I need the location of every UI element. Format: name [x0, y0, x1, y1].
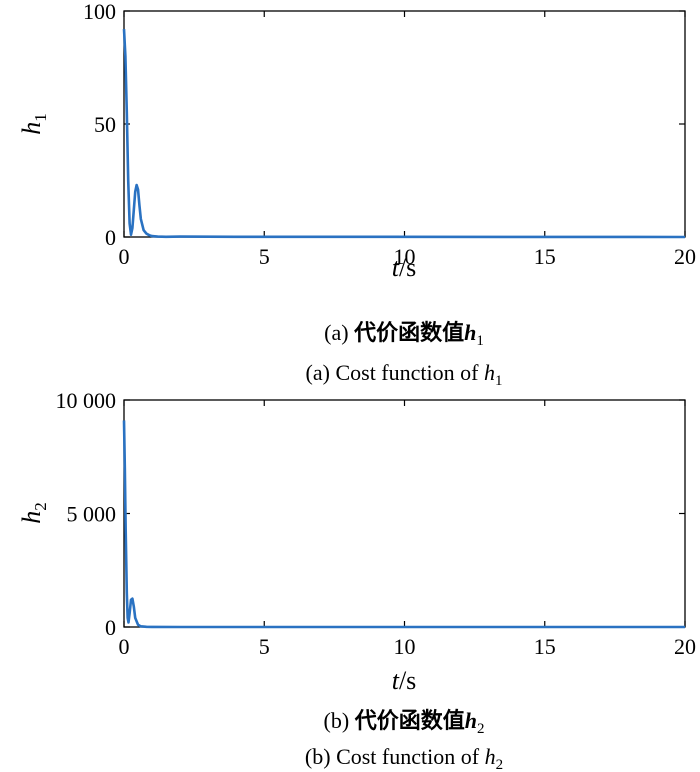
x-tick-label: 5: [259, 244, 270, 269]
caption-cn-prefix: (a): [324, 320, 354, 345]
y-ticks-b: 0 5 000 10 000: [56, 388, 685, 640]
caption-cn-prefix: (b): [324, 708, 355, 733]
plot-frame-a: [123, 10, 686, 238]
x-axis-unit: /s: [399, 253, 416, 282]
y-tick-label: 50: [94, 112, 116, 137]
x-tick-label: 20: [674, 634, 696, 659]
caption-cn-var: h: [465, 708, 477, 733]
caption-cn-sub: 1: [476, 333, 484, 349]
x-tick-label: 10: [394, 634, 416, 659]
y-axis-label-a: h1: [17, 113, 50, 135]
caption-en-var: h: [484, 360, 495, 385]
x-ticks-a: 0 5 10 15 20: [119, 11, 696, 269]
y-axis-sub: 2: [31, 502, 50, 511]
caption-en-a: (a) Cost function of h1: [306, 360, 503, 389]
y-tick-label: 5 000: [67, 502, 117, 527]
x-tick-label: 20: [674, 244, 696, 269]
x-tick-label: 15: [534, 634, 556, 659]
caption-en-main: (a) Cost function of: [306, 360, 484, 385]
x-axis-var: t: [392, 666, 400, 695]
y-tick-label: 100: [83, 0, 116, 24]
caption-cn-a: (a) 代价函数值h1: [324, 320, 484, 349]
y-tick-label: 10 000: [56, 388, 117, 413]
y-axis-var: h: [17, 511, 46, 524]
x-tick-label: 0: [119, 244, 130, 269]
x-tick-label: 10: [394, 244, 416, 269]
y-ticks-a: 0 50 100: [83, 0, 685, 250]
series-line-h1: [122, 29, 686, 239]
y-tick-label: 0: [105, 615, 116, 640]
caption-en-sub: 1: [495, 373, 503, 389]
caption-cn-main: 代价函数值: [353, 320, 464, 346]
x-axis-label-b: t/s: [392, 666, 417, 695]
y-tick-label: 0: [105, 225, 116, 250]
caption-cn-main: 代价函数值: [354, 708, 465, 734]
x-ticks-b: 0 5 10 15 20: [119, 400, 696, 659]
plot-frame-b: [123, 399, 686, 628]
x-axis-var: t: [392, 253, 400, 282]
series-line-h2: [122, 420, 685, 629]
x-tick-label: 15: [534, 244, 556, 269]
caption-cn-sub: 2: [477, 721, 485, 737]
caption-en-main: (b) Cost function of: [305, 744, 485, 769]
x-axis-label-a: t/s: [392, 253, 417, 282]
x-tick-label: 0: [119, 634, 130, 659]
caption-cn-var: h: [464, 320, 476, 345]
caption-cn-b: (b) 代价函数值h2: [324, 708, 485, 737]
y-axis-label-b: h2: [17, 502, 50, 524]
y-axis-sub: 1: [31, 113, 50, 122]
x-tick-label: 5: [259, 634, 270, 659]
caption-en-b: (b) Cost function of h2: [305, 744, 503, 772]
caption-en-sub: 2: [496, 757, 504, 772]
y-axis-var: h: [17, 122, 46, 135]
x-axis-unit: /s: [399, 666, 416, 695]
caption-en-var: h: [485, 744, 496, 769]
